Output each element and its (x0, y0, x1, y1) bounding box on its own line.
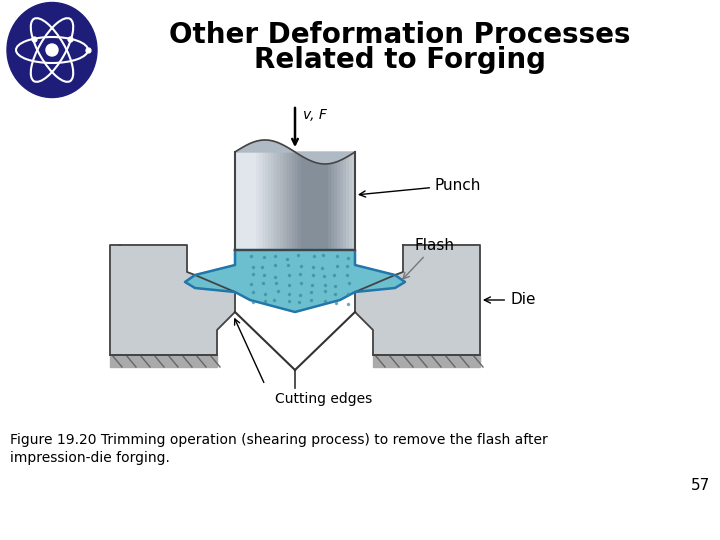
Bar (283, 152, 286, 250)
Text: Other Deformation Processes: Other Deformation Processes (169, 21, 631, 49)
Polygon shape (110, 355, 217, 367)
Text: Cutting edges: Cutting edges (275, 392, 372, 406)
Bar (277, 152, 280, 250)
Polygon shape (373, 355, 480, 367)
Text: Die: Die (485, 293, 536, 307)
Text: 57: 57 (690, 477, 710, 492)
Bar (322, 152, 325, 250)
Bar (343, 152, 346, 250)
Text: Flash: Flash (403, 238, 455, 279)
Bar (256, 152, 259, 250)
Bar (292, 152, 295, 250)
Bar (331, 152, 334, 250)
Bar (346, 152, 349, 250)
Bar (241, 152, 244, 250)
Bar (247, 152, 250, 250)
Bar (295, 152, 298, 250)
Polygon shape (185, 250, 405, 312)
Bar (301, 152, 304, 250)
Bar (304, 152, 307, 250)
Bar (286, 152, 289, 250)
Bar (334, 152, 337, 250)
Bar (244, 152, 247, 250)
Polygon shape (235, 140, 355, 164)
Bar (307, 152, 310, 250)
Bar (280, 152, 283, 250)
Bar (352, 152, 355, 250)
Bar (265, 152, 268, 250)
Bar (337, 152, 340, 250)
Bar (349, 152, 352, 250)
Bar (310, 152, 313, 250)
Circle shape (46, 44, 58, 56)
Text: v, F: v, F (303, 108, 327, 122)
Bar (328, 152, 331, 250)
Bar (316, 152, 319, 250)
Bar (289, 152, 292, 250)
Bar (298, 152, 301, 250)
Bar (271, 152, 274, 250)
Text: Figure 19.20 Trimming operation (shearing process) to remove the flash after: Figure 19.20 Trimming operation (shearin… (10, 433, 548, 447)
Bar (319, 152, 322, 250)
Bar (274, 152, 277, 250)
Polygon shape (110, 245, 235, 355)
Ellipse shape (7, 3, 97, 98)
Bar (325, 152, 328, 250)
Bar (259, 152, 262, 250)
Bar (262, 152, 265, 250)
Text: Related to Forging: Related to Forging (254, 46, 546, 74)
Bar (235, 152, 238, 250)
Bar (238, 152, 241, 250)
Bar (253, 152, 256, 250)
Bar (313, 152, 316, 250)
Bar (250, 152, 253, 250)
Bar (268, 152, 271, 250)
Bar (340, 152, 343, 250)
Text: Punch: Punch (359, 178, 482, 197)
Polygon shape (355, 245, 480, 355)
Text: impression-die forging.: impression-die forging. (10, 451, 170, 465)
